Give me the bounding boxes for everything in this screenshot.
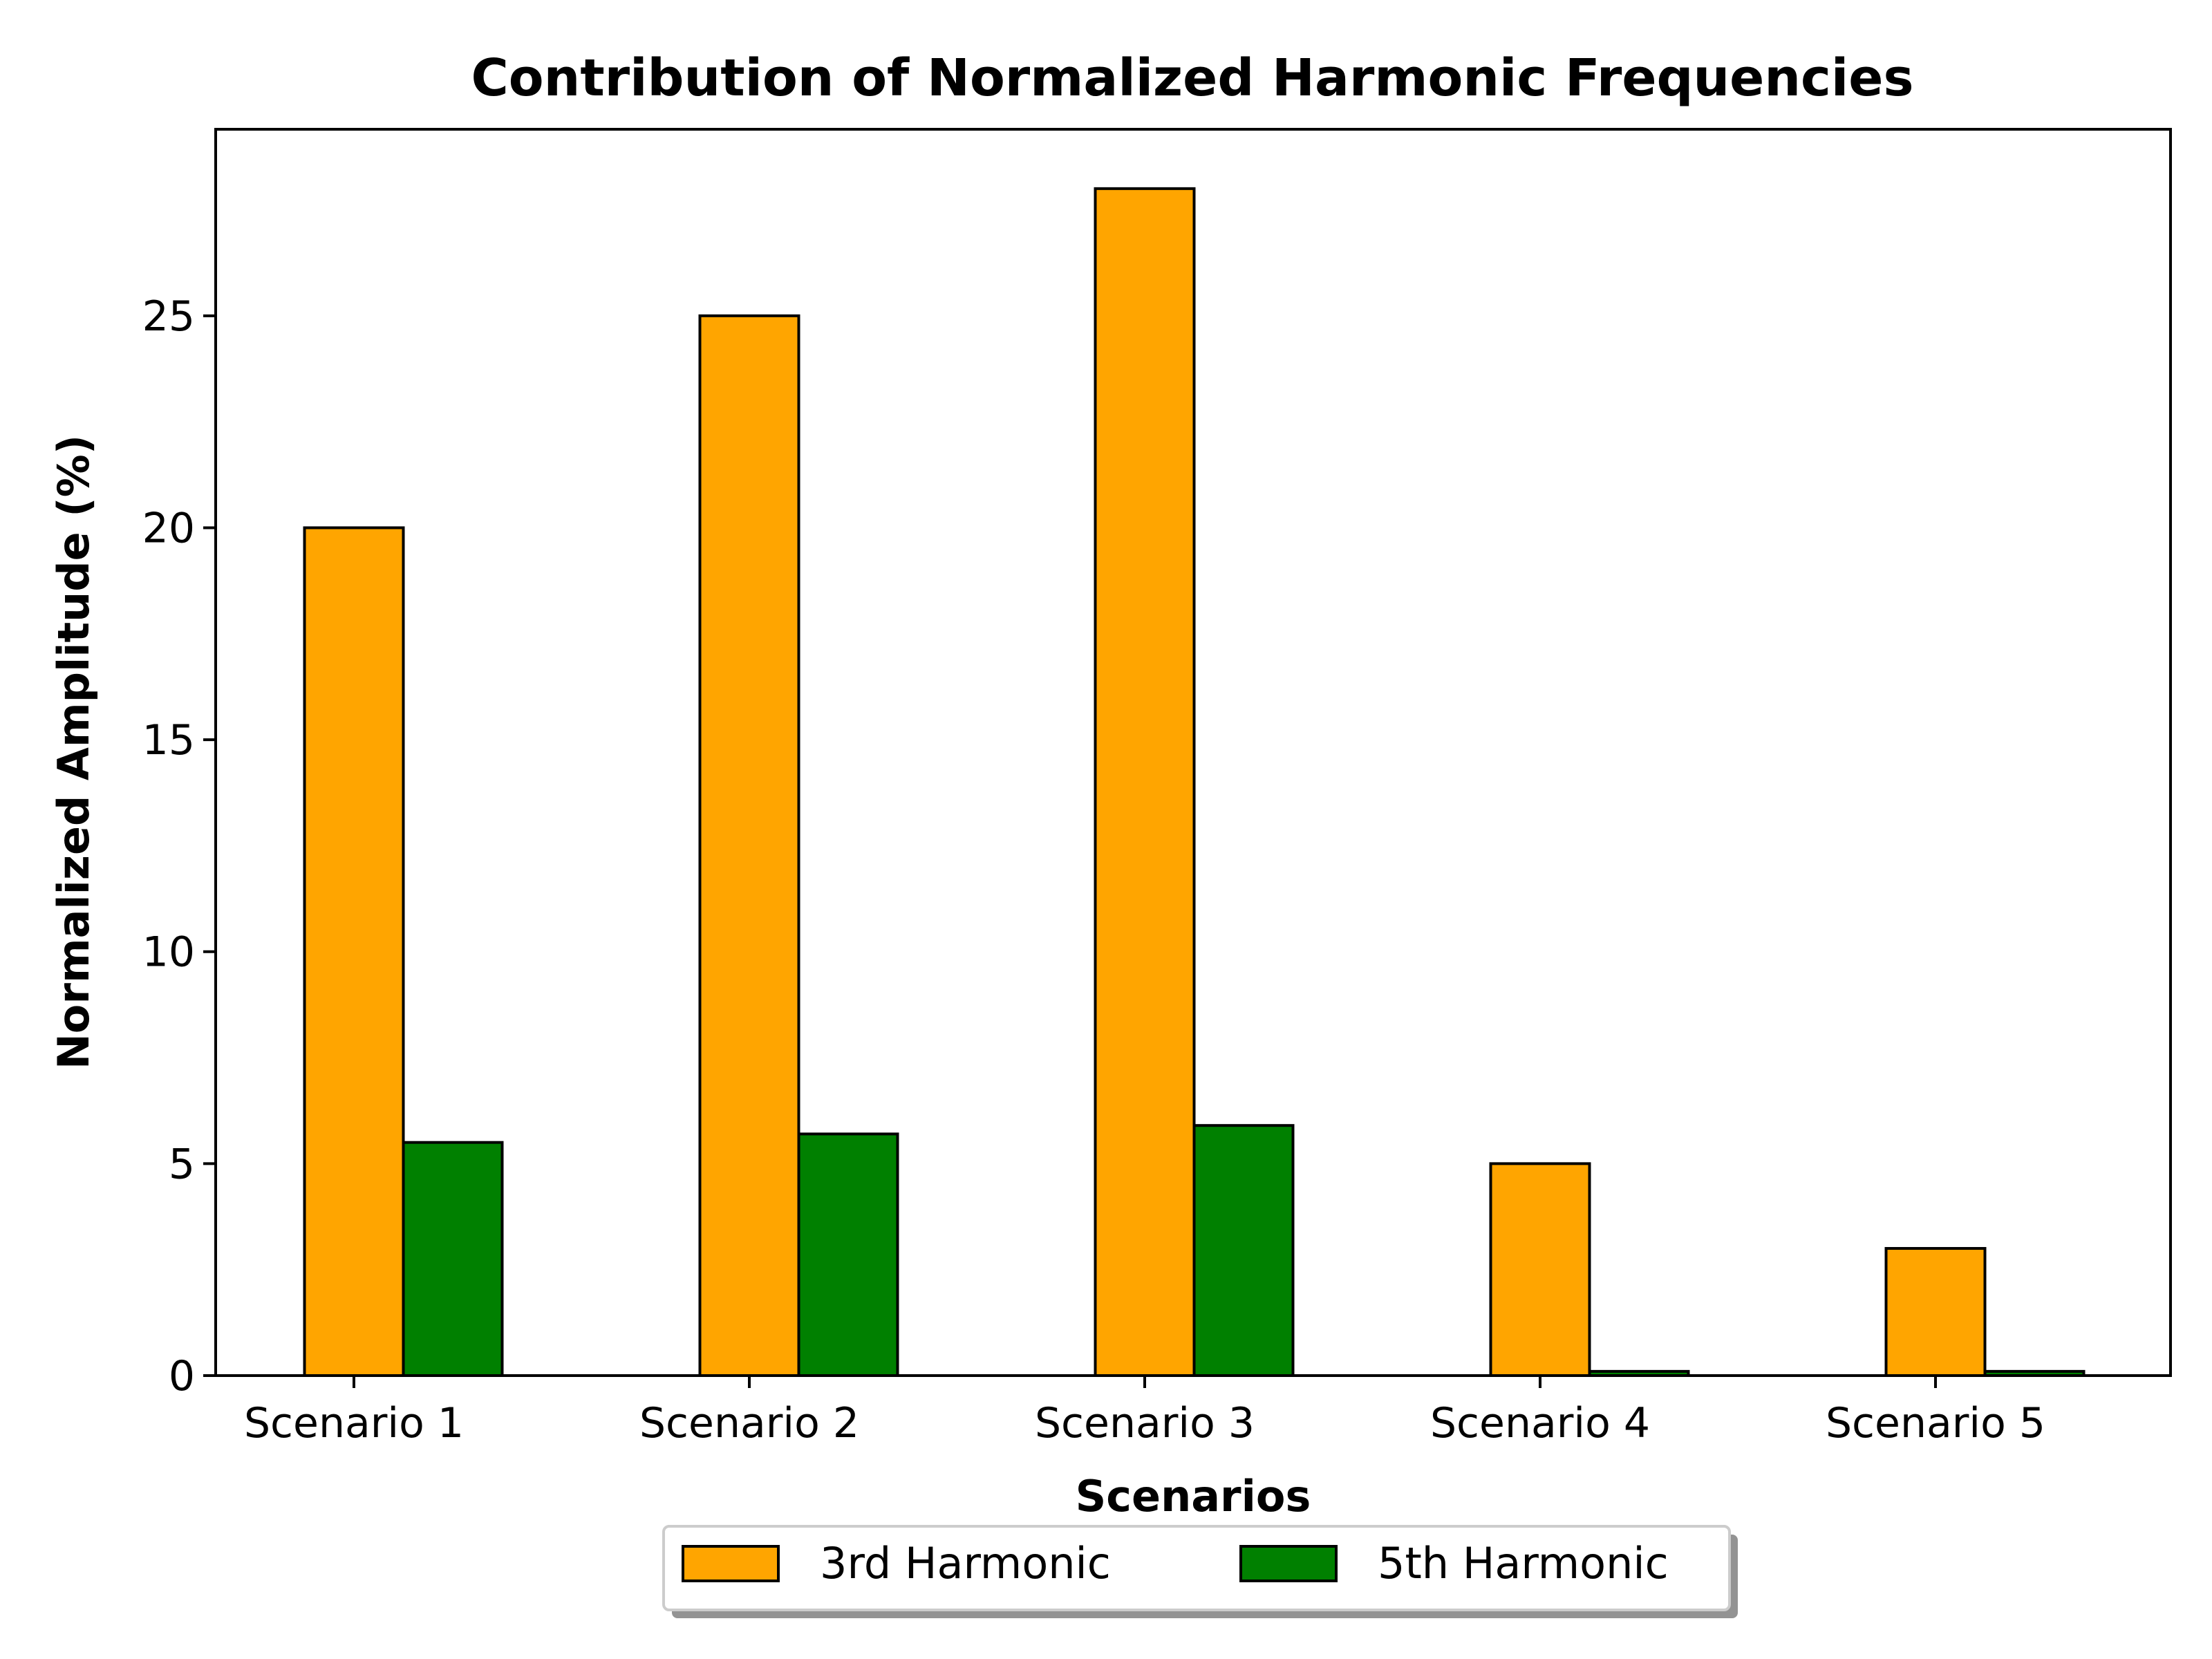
x-axis: Scenario 1 Scenario 2 Scenario 3 Scenario 4… [244, 1376, 2045, 1447]
x-tick-label: Scenario 4 [1430, 1399, 1650, 1447]
bar-3rd-harmonic-scenario-4 [1489, 1162, 1591, 1377]
bar-5th-harmonic-scenario-1 [402, 1141, 504, 1378]
bar-3rd-harmonic-scenario-2 [698, 314, 800, 1377]
bar-3rd-harmonic-scenario-5 [1884, 1247, 1987, 1377]
y-tick-label: 15 [142, 716, 195, 765]
x-tick-label: Scenario 3 [1035, 1399, 1255, 1447]
x-axis-label: Scenarios [1076, 1471, 1311, 1521]
bars [303, 187, 2086, 1378]
y-axis: 0 5 10 15 20 25 [142, 292, 216, 1400]
legend-swatch [1239, 1545, 1338, 1582]
bar-5th-harmonic-scenario-2 [797, 1132, 899, 1377]
y-tick-label: 20 [142, 504, 195, 552]
chart-title: Contribution of Normalized Harmonic Freq… [471, 48, 1913, 108]
bar-3rd-harmonic-scenario-3 [1094, 187, 1196, 1377]
y-tick-label: 25 [142, 292, 195, 341]
plot-frame [214, 128, 2172, 1377]
x-tick-label: Scenario 2 [639, 1399, 859, 1447]
legend-box [662, 1525, 1731, 1611]
y-tick-label: 0 [169, 1352, 195, 1400]
legend-swatch [682, 1545, 780, 1582]
legend: 3rd Harmonic 5th Harmonic [662, 1525, 1738, 1618]
bar-5th-harmonic-scenario-3 [1192, 1124, 1295, 1377]
x-tick-label: Scenario 1 [244, 1399, 464, 1447]
y-tick-label: 5 [169, 1140, 195, 1188]
y-tick-label: 10 [142, 928, 195, 977]
y-axis-label: Normalized Amplitude (%) [48, 435, 99, 1069]
legend-label: 5th Harmonic [1378, 1538, 1669, 1588]
bar-3rd-harmonic-scenario-1 [303, 526, 405, 1377]
legend-label: 3rd Harmonic [820, 1538, 1111, 1588]
x-tick-label: Scenario 5 [1826, 1399, 2045, 1447]
